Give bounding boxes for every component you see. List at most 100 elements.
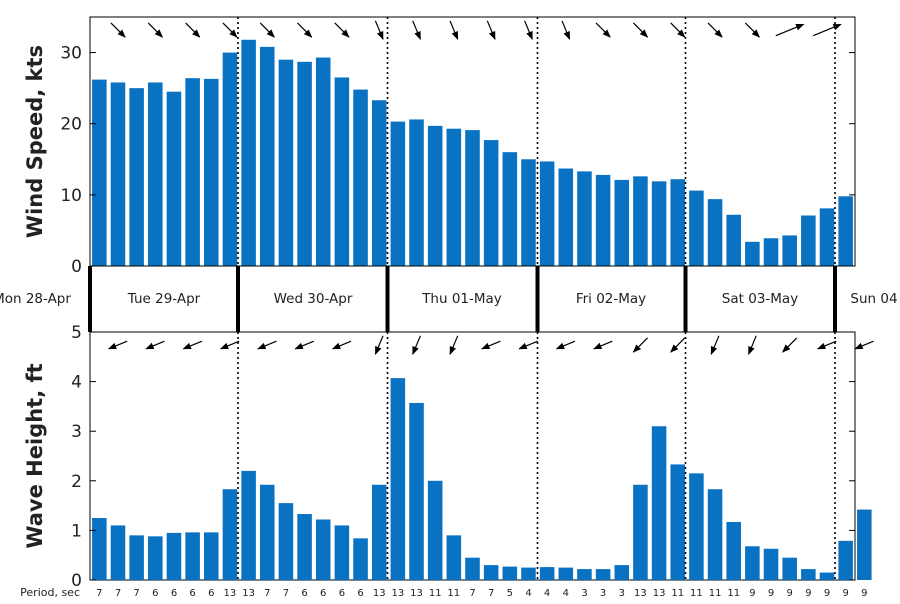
wave-bar-26 bbox=[577, 569, 592, 580]
wave-direction-arrow bbox=[331, 340, 352, 350]
wind-direction-arrow bbox=[670, 22, 686, 38]
wind-bar-31 bbox=[670, 179, 686, 266]
period-value-20: 7 bbox=[469, 588, 475, 599]
wind-direction-arrow bbox=[449, 20, 459, 40]
wave-bar-34 bbox=[726, 521, 741, 580]
wind-ytick-label: 10 bbox=[60, 186, 82, 206]
period-value-11: 6 bbox=[301, 588, 307, 599]
wind-bar-3 bbox=[148, 82, 163, 266]
wind-bar-8 bbox=[241, 39, 256, 266]
wave-direction-arrow bbox=[593, 340, 613, 350]
period-value-13: 6 bbox=[339, 588, 345, 599]
wind-bar-2 bbox=[129, 88, 144, 266]
period-value-3: 6 bbox=[152, 588, 158, 599]
wind-direction-arrow bbox=[707, 22, 723, 38]
wind-bar-7 bbox=[222, 52, 238, 266]
wave-direction-arrow bbox=[632, 337, 648, 353]
wave-bar-12 bbox=[315, 519, 331, 580]
wind-bar-30 bbox=[651, 181, 667, 266]
period-value-34: 11 bbox=[727, 588, 740, 599]
wind-bar-27 bbox=[595, 174, 611, 266]
wind-direction-arrow bbox=[775, 23, 805, 37]
period-value-32: 11 bbox=[690, 588, 703, 599]
wave-direction-arrow bbox=[817, 340, 837, 350]
wind-bar-22 bbox=[502, 152, 518, 266]
wave-bar-32 bbox=[689, 473, 704, 580]
period-value-38: 9 bbox=[805, 588, 811, 599]
wave-bar-25 bbox=[558, 567, 574, 580]
period-value-17: 13 bbox=[410, 588, 423, 599]
wave-bar-17 bbox=[409, 402, 424, 580]
period-value-18: 11 bbox=[429, 588, 442, 599]
wind-direction-arrow bbox=[524, 20, 533, 40]
wave-bar-2 bbox=[129, 535, 144, 580]
wave-bar-20 bbox=[465, 557, 480, 580]
period-value-27: 3 bbox=[600, 588, 606, 599]
wind-ytick-label: 30 bbox=[60, 44, 82, 64]
wave-bar-38 bbox=[801, 569, 816, 580]
wind-bar-35 bbox=[745, 241, 760, 266]
wind-bar-39 bbox=[819, 208, 835, 266]
wave-bar-33 bbox=[707, 489, 723, 580]
period-value-2: 7 bbox=[133, 588, 139, 599]
wind-bar-36 bbox=[763, 238, 779, 266]
period-value-21: 7 bbox=[488, 588, 494, 599]
period-value-12: 6 bbox=[320, 588, 326, 599]
wind-bar-4 bbox=[166, 91, 182, 266]
wave-bar-11 bbox=[297, 514, 312, 580]
wave-direction-arrow bbox=[294, 340, 315, 350]
wind-bar-9 bbox=[259, 46, 275, 266]
wave-bar-1 bbox=[110, 525, 126, 580]
wave-direction-arrow bbox=[412, 335, 421, 355]
wave-axis-label: Wave Height, ft bbox=[23, 363, 47, 548]
period-value-31: 11 bbox=[671, 588, 684, 599]
period-value-5: 6 bbox=[189, 588, 195, 599]
wind-bar-14 bbox=[353, 89, 368, 266]
period-value-6: 6 bbox=[208, 588, 214, 599]
day-label-0: Mon 28-Apr bbox=[0, 291, 71, 307]
wave-ytick-label: 3 bbox=[71, 422, 82, 442]
wave-bar-19 bbox=[446, 535, 462, 580]
day-label-3: Thu 01-May bbox=[421, 291, 502, 307]
wave-direction-arrow bbox=[257, 340, 277, 350]
wind-ytick-label: 0 bbox=[71, 257, 82, 277]
wave-bar-15 bbox=[371, 484, 387, 580]
wave-bar-5 bbox=[185, 532, 200, 580]
wind-bar-25 bbox=[558, 168, 574, 266]
period-value-29: 13 bbox=[634, 588, 647, 599]
period-value-25: 4 bbox=[563, 588, 569, 599]
wave-bar-35 bbox=[745, 546, 760, 580]
wind-bar-10 bbox=[278, 59, 294, 266]
period-value-39: 9 bbox=[824, 588, 830, 599]
wave-direction-arrow bbox=[710, 335, 720, 355]
wind-direction-arrow bbox=[744, 22, 760, 38]
day-label-4: Fri 02-May bbox=[576, 291, 646, 307]
wind-direction-arrow bbox=[259, 22, 275, 38]
wind-direction-arrow bbox=[412, 20, 421, 40]
wave-bar-14 bbox=[353, 538, 368, 580]
wave-direction-arrow bbox=[481, 340, 501, 350]
wind-direction-arrow bbox=[486, 20, 496, 40]
wave-direction-arrow bbox=[782, 337, 798, 353]
wave-bar-27 bbox=[595, 569, 611, 580]
wind-bar-26 bbox=[577, 171, 592, 266]
period-value-40: 9 bbox=[843, 588, 849, 599]
period-value-4: 6 bbox=[171, 588, 177, 599]
day-label-6: Sun 04 bbox=[850, 291, 897, 307]
wave-direction-arrow bbox=[748, 335, 757, 355]
wind-bar-11 bbox=[297, 61, 312, 266]
wave-direction-arrow bbox=[449, 335, 459, 355]
period-value-16: 13 bbox=[392, 588, 405, 599]
wave-bar-0 bbox=[92, 518, 107, 580]
wave-ytick-label: 4 bbox=[71, 373, 82, 393]
wave-direction-arrow bbox=[518, 340, 538, 350]
wind-direction-arrow bbox=[222, 22, 238, 38]
wave-bar-36 bbox=[763, 548, 779, 580]
wave-bar-7 bbox=[222, 489, 238, 580]
period-value-30: 13 bbox=[653, 588, 666, 599]
wave-direction-arrow bbox=[219, 340, 240, 350]
period-value-37: 9 bbox=[787, 588, 793, 599]
wave-bar-23 bbox=[521, 567, 536, 580]
